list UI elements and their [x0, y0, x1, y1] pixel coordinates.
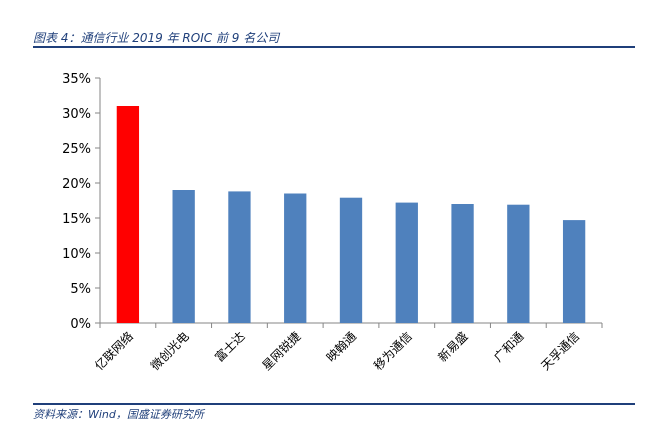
x-category-label: 星网锐捷	[259, 329, 303, 373]
bar-1	[116, 106, 140, 323]
x-category-label: 移为通信	[371, 329, 415, 373]
bar-8	[507, 204, 530, 323]
x-category-label: 广和通	[491, 329, 526, 364]
category-labels: 亿联网络 微创光电 富士达 星网锐捷 映翰通 移为通信 新易盛 广和通 天孚通信	[91, 329, 582, 374]
y-tick-label: 10%	[62, 247, 91, 262]
x-category-label: 天孚通信	[538, 329, 582, 373]
bar-3	[228, 191, 251, 323]
source-rule	[33, 403, 635, 405]
x-category-label: 微创光电	[148, 329, 192, 373]
y-tick-label: 0%	[70, 317, 91, 332]
y-tick-label: 25%	[62, 142, 91, 157]
title-rule	[33, 46, 635, 48]
y-tick-label: 20%	[62, 177, 91, 192]
figure-source: 资料来源：Wind，国盛证券研究所	[33, 408, 204, 421]
x-category-label: 亿联网络	[91, 329, 136, 374]
y-tick-label: 35%	[62, 72, 91, 87]
bar-9	[562, 220, 586, 323]
y-tick-label: 30%	[62, 107, 91, 122]
x-axis	[99, 322, 603, 328]
bar-4	[284, 193, 307, 323]
y-axis: 0% 5% 10% 15% 20% 25% 30% 35%	[62, 72, 101, 332]
bar-5	[339, 197, 363, 323]
bars	[116, 106, 586, 323]
y-tick-label: 15%	[62, 212, 91, 227]
x-category-label: 映翰通	[323, 329, 359, 365]
x-category-label: 富士达	[211, 329, 247, 365]
bar-6	[395, 202, 418, 323]
bar-7	[451, 204, 474, 323]
figure-title: 图表 4：通信行业 2019 年 ROIC 前 9 名公司	[33, 31, 280, 45]
y-tick-label: 5%	[70, 282, 91, 297]
bar-2	[172, 190, 195, 323]
x-category-label: 新易盛	[435, 329, 471, 365]
